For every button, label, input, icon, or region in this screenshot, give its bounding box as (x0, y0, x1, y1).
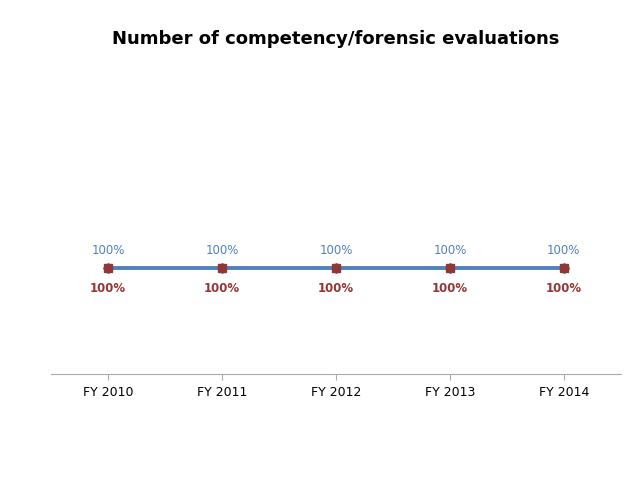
Text: 100%: 100% (433, 243, 467, 256)
Text: 100%: 100% (204, 281, 240, 294)
Text: 100%: 100% (92, 243, 125, 256)
Text: 100%: 100% (547, 243, 580, 256)
Text: 100%: 100% (205, 243, 239, 256)
Title: Number of competency/forensic evaluations: Number of competency/forensic evaluation… (112, 30, 560, 48)
Text: 100%: 100% (318, 281, 354, 294)
Text: 100%: 100% (432, 281, 468, 294)
Text: 100%: 100% (546, 281, 582, 294)
Text: 100%: 100% (90, 281, 126, 294)
Text: 100%: 100% (319, 243, 353, 256)
